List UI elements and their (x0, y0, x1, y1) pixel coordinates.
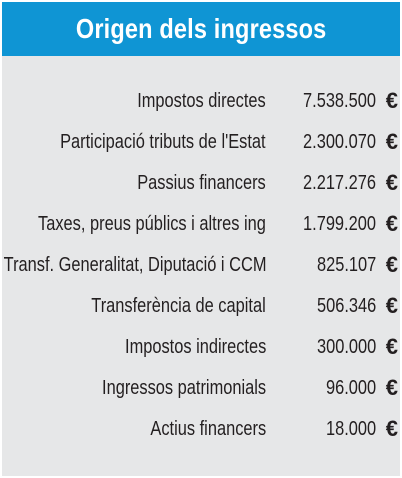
row-amount: 300.000 (316, 336, 376, 358)
income-list: Impostos directes 7.538.500 € Participac… (2, 84, 400, 453)
euro-symbol: € (385, 170, 398, 195)
row-label: Transferència de capital (91, 295, 266, 317)
euro-symbol: € (385, 375, 398, 400)
income-row-indirect-taxes: Impostos indirectes 300.000 € (2, 330, 400, 371)
panel-title: Origen dels ingressos (75, 13, 327, 44)
row-label: Ingressos patrimonials (101, 377, 266, 399)
row-label: Taxes, preus públics i altres ing (38, 213, 266, 235)
income-row-direct-taxes: Impostos directes 7.538.500 € (2, 84, 400, 125)
euro-symbol: € (385, 129, 398, 154)
header-bar: Origen dels ingressos (2, 2, 400, 56)
row-amount: 825.107 (316, 254, 376, 276)
income-row-financial-assets: Actius financers 18.000 € (2, 412, 400, 453)
euro-symbol: € (385, 211, 398, 236)
income-row-financial-liabilities: Passius financers 2.217.276 € (2, 166, 400, 207)
row-amount: 18.000 (325, 418, 376, 440)
euro-symbol: € (385, 334, 398, 359)
row-label: Impostos indirectes (124, 336, 266, 358)
row-amount: 7.538.500 (303, 90, 376, 112)
row-amount: 96.000 (325, 377, 376, 399)
row-label: Actius financers (150, 418, 266, 440)
row-label: Impostos directes (137, 90, 266, 112)
income-row-state-taxes-share: Participació tributs de l'Estat 2.300.07… (2, 125, 400, 166)
income-row-capital-transfers: Transferència de capital 506.346 € (2, 289, 400, 330)
row-label: Transf. Generalitat, Diputació i CCM (3, 254, 266, 276)
income-row-property-income: Ingressos patrimonials 96.000 € (2, 371, 400, 412)
row-amount: 2.300.070 (303, 131, 376, 153)
row-amount: 506.346 (316, 295, 376, 317)
income-row-transfers-generalitat: Transf. Generalitat, Diputació i CCM 825… (2, 248, 400, 289)
euro-symbol: € (385, 252, 398, 277)
row-amount: 1.799.200 (303, 213, 376, 235)
row-label: Passius financers (137, 172, 266, 194)
row-label: Participació tributs de l'Estat (60, 131, 266, 153)
euro-symbol: € (385, 88, 398, 113)
income-row-fees: Taxes, preus públics i altres ing 1.799.… (2, 207, 400, 248)
row-amount: 2.217.276 (303, 172, 376, 194)
euro-symbol: € (385, 416, 398, 441)
euro-symbol: € (385, 293, 398, 318)
